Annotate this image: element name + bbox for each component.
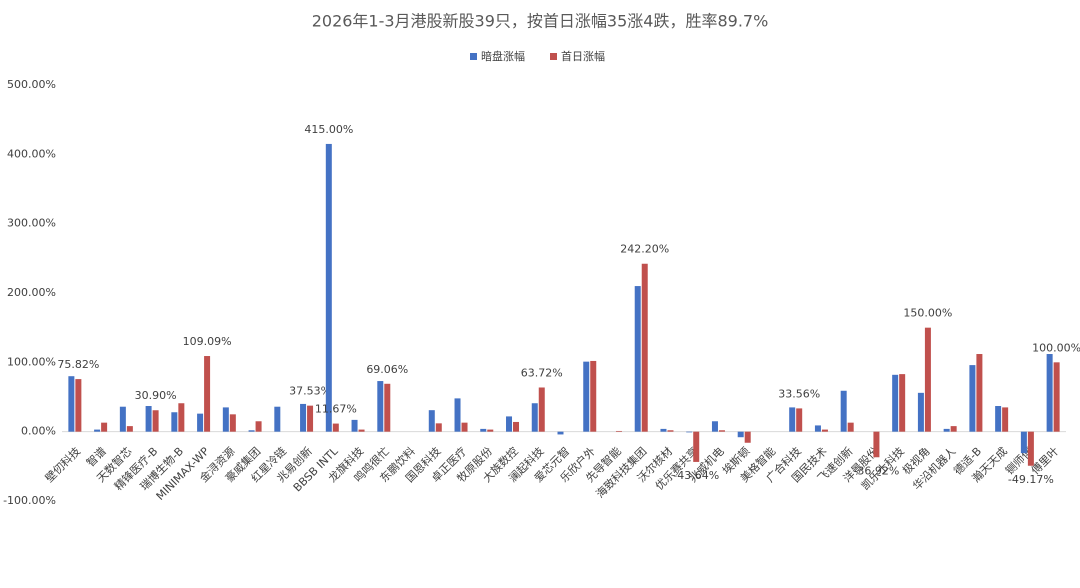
bar: [435, 423, 442, 432]
bar: [358, 429, 365, 432]
bar: [1046, 354, 1053, 432]
bar: [557, 431, 564, 435]
legend-label: 暗盘涨幅: [481, 49, 525, 63]
y-tick-label: 100.00%: [7, 355, 56, 368]
data-label: 63.72%: [521, 366, 563, 379]
bar: [1053, 362, 1060, 432]
bar: [693, 431, 700, 462]
bar: [796, 408, 803, 432]
bar: [255, 421, 262, 432]
bar: [583, 361, 590, 432]
data-label: 11.67%: [315, 403, 357, 416]
bar: [634, 286, 641, 432]
bar: [332, 423, 339, 432]
bar: [229, 414, 236, 432]
bar: [969, 365, 976, 432]
bar: [641, 263, 648, 432]
data-label: 242.20%: [620, 243, 669, 256]
bar: [171, 412, 178, 432]
bar: [814, 425, 821, 432]
bar: [119, 406, 126, 432]
y-tick-label: 500.00%: [7, 78, 56, 91]
bar: [274, 406, 281, 432]
y-tick-label: 200.00%: [7, 286, 56, 299]
bar: [506, 416, 513, 432]
bar: [686, 431, 693, 433]
data-label: 415.00%: [304, 123, 353, 136]
bar: [222, 407, 229, 432]
bar: [487, 429, 494, 432]
y-tick-label: 300.00%: [7, 217, 56, 230]
bar: [615, 430, 622, 432]
data-label: -43.64%: [673, 469, 719, 482]
data-label: 75.82%: [57, 358, 99, 371]
bar: [152, 410, 159, 432]
data-label: 30.90%: [135, 389, 177, 402]
bar: [899, 374, 906, 432]
bar: [590, 360, 597, 432]
bar: [976, 354, 983, 432]
bar: [428, 410, 435, 432]
bar: [950, 426, 957, 432]
bar: [667, 430, 674, 432]
data-label: 100.00%: [1032, 341, 1080, 354]
bar: [513, 421, 520, 432]
data-label: -36.92%: [853, 464, 899, 477]
bar: [531, 403, 538, 432]
bar: [126, 426, 133, 432]
bar: [943, 428, 950, 432]
bar: [789, 407, 796, 432]
bar: [744, 431, 751, 443]
data-label: 37.53%: [289, 385, 331, 398]
bar: [873, 431, 880, 458]
bar: [461, 422, 468, 432]
data-label: 33.56%: [778, 387, 820, 400]
legend-swatch: [550, 53, 557, 60]
data-label: 69.06%: [366, 363, 408, 376]
bar: [821, 429, 828, 432]
data-label: 109.09%: [183, 335, 232, 348]
bar: [917, 392, 924, 432]
y-tick-label: 400.00%: [7, 147, 56, 160]
bar: [145, 406, 152, 432]
bar: [480, 428, 487, 432]
bar: [75, 379, 82, 432]
bar: [924, 327, 931, 432]
data-label: 150.00%: [903, 307, 952, 320]
bar: [101, 422, 108, 432]
bar: [454, 398, 461, 432]
bar: [718, 430, 725, 432]
bar: [307, 405, 314, 432]
bar: [377, 381, 384, 432]
bar: [1002, 407, 1009, 432]
bar: [248, 430, 255, 432]
bar: [204, 356, 211, 432]
bar: [197, 413, 204, 432]
bar: [1027, 431, 1034, 466]
bar: [1020, 431, 1027, 454]
bar: [68, 376, 75, 432]
chart-title: 2026年1-3月港股新股39只，按首日涨幅35涨4跌，胜率89.7%: [312, 12, 769, 31]
legend-label: 首日涨幅: [561, 49, 605, 63]
bar: [325, 143, 332, 432]
bar: [94, 429, 101, 432]
bar: [840, 390, 847, 432]
y-tick-label: -100.00%: [3, 494, 56, 507]
bar: [384, 383, 391, 432]
x-tick-label: 壁仞科技: [42, 444, 83, 485]
bar: [892, 374, 899, 432]
legend-swatch: [470, 53, 477, 60]
bar: [995, 406, 1002, 432]
data-label: -49.17%: [1008, 473, 1054, 486]
bar: [711, 421, 718, 432]
bar: [300, 403, 307, 432]
bar: [538, 387, 545, 432]
bar: [737, 431, 744, 438]
bar: [660, 428, 667, 432]
y-tick-label: 0.00%: [21, 425, 56, 438]
bar: [351, 419, 358, 432]
bar: [178, 403, 185, 432]
bar: [847, 422, 854, 432]
